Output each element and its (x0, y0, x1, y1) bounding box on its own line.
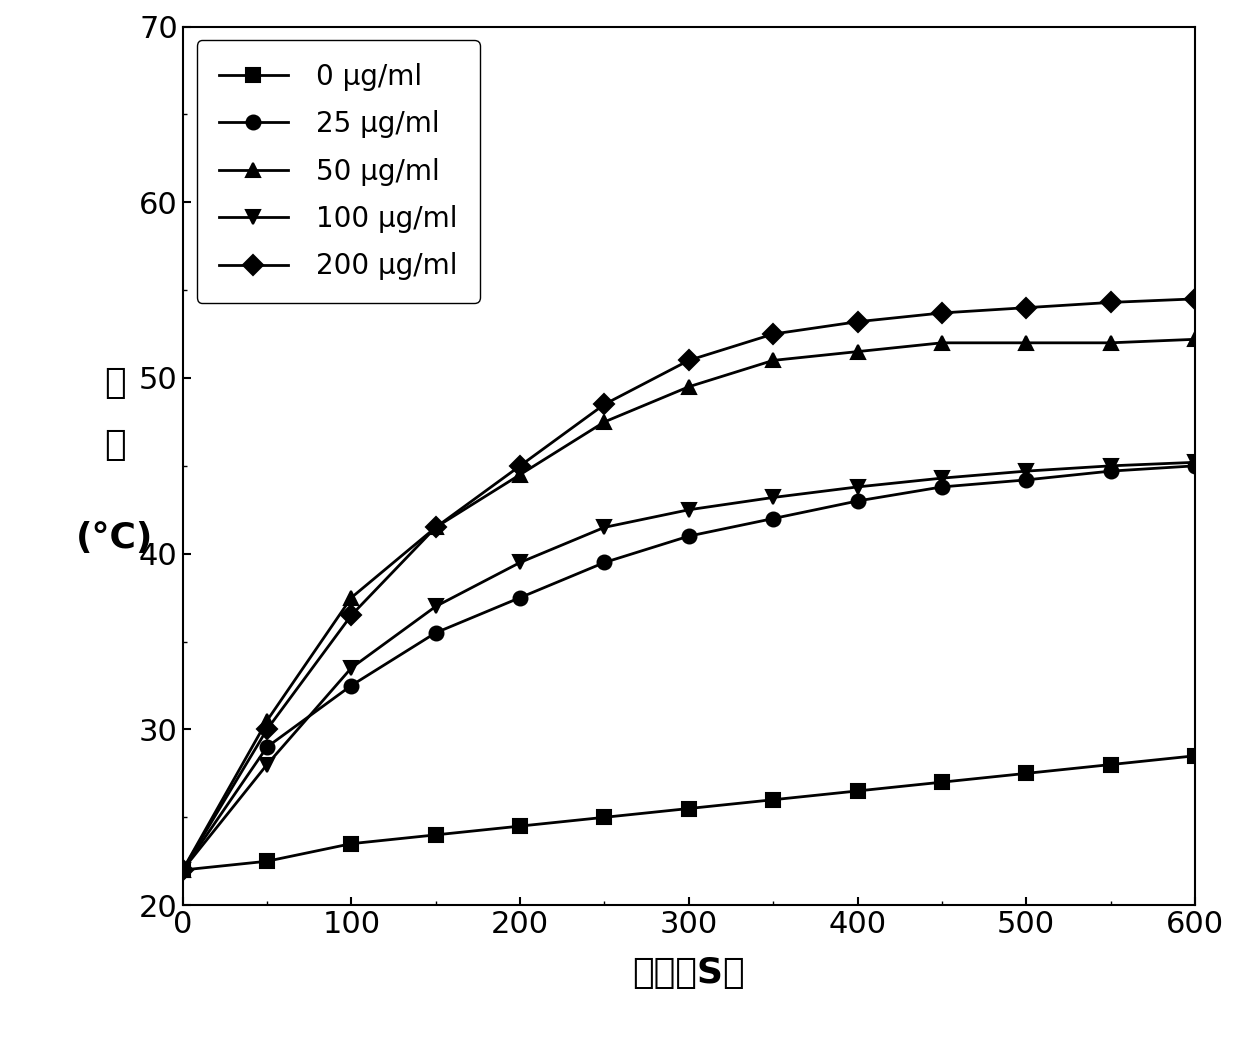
100 μg/ml (259, 758, 274, 770)
25 μg/ml (513, 591, 528, 604)
100 μg/ml (1018, 465, 1033, 477)
Text: (°C): (°C) (76, 522, 154, 556)
200 μg/ml (850, 315, 865, 328)
25 μg/ml (429, 626, 444, 639)
200 μg/ml (513, 459, 528, 472)
50 μg/ml (766, 355, 781, 367)
25 μg/ml (766, 512, 781, 525)
100 μg/ml (681, 504, 696, 516)
Line: 200 μg/ml: 200 μg/ml (176, 292, 1202, 877)
Text: 度: 度 (104, 428, 125, 463)
200 μg/ml (681, 355, 696, 367)
0 μg/ml (1018, 767, 1033, 780)
100 μg/ml (766, 492, 781, 504)
50 μg/ml (1187, 333, 1202, 345)
50 μg/ml (513, 469, 528, 481)
0 μg/ml (1103, 758, 1118, 770)
50 μg/ml (344, 591, 359, 604)
200 μg/ml (344, 609, 359, 621)
100 μg/ml (344, 662, 359, 674)
0 μg/ml (513, 820, 528, 833)
50 μg/ml (1018, 337, 1033, 349)
100 μg/ml (513, 556, 528, 568)
0 μg/ml (597, 811, 612, 823)
50 μg/ml (175, 864, 190, 876)
25 μg/ml (1187, 459, 1202, 472)
100 μg/ml (1187, 456, 1202, 469)
0 μg/ml (766, 793, 781, 806)
200 μg/ml (597, 398, 612, 411)
50 μg/ml (850, 345, 865, 358)
25 μg/ml (1018, 474, 1033, 486)
0 μg/ml (850, 785, 865, 797)
25 μg/ml (259, 740, 274, 753)
50 μg/ml (934, 337, 949, 349)
25 μg/ml (344, 679, 359, 692)
100 μg/ml (1103, 459, 1118, 472)
50 μg/ml (429, 522, 444, 534)
25 μg/ml (1103, 465, 1118, 477)
0 μg/ml (175, 864, 190, 876)
Legend: 0 μg/ml, 25 μg/ml, 50 μg/ml, 100 μg/ml, 200 μg/ml: 0 μg/ml, 25 μg/ml, 50 μg/ml, 100 μg/ml, … (197, 40, 479, 303)
25 μg/ml (681, 530, 696, 542)
200 μg/ml (1187, 292, 1202, 305)
50 μg/ml (1103, 337, 1118, 349)
Text: 时间（S）: 时间（S） (632, 955, 745, 989)
25 μg/ml (850, 495, 865, 507)
0 μg/ml (344, 838, 359, 850)
Line: 25 μg/ml: 25 μg/ml (176, 459, 1202, 877)
50 μg/ml (259, 714, 274, 727)
200 μg/ml (429, 522, 444, 534)
25 μg/ml (597, 556, 612, 568)
100 μg/ml (175, 864, 190, 876)
50 μg/ml (681, 381, 696, 393)
0 μg/ml (259, 856, 274, 868)
100 μg/ml (429, 600, 444, 613)
200 μg/ml (175, 864, 190, 876)
0 μg/ml (429, 829, 444, 841)
200 μg/ml (766, 328, 781, 340)
200 μg/ml (259, 723, 274, 735)
Line: 50 μg/ml: 50 μg/ml (176, 333, 1202, 877)
Line: 100 μg/ml: 100 μg/ml (176, 455, 1202, 877)
25 μg/ml (934, 481, 949, 494)
50 μg/ml (597, 416, 612, 428)
Line: 0 μg/ml: 0 μg/ml (176, 749, 1202, 877)
0 μg/ml (681, 803, 696, 815)
200 μg/ml (934, 307, 949, 319)
100 μg/ml (597, 522, 612, 534)
25 μg/ml (175, 864, 190, 876)
0 μg/ml (934, 776, 949, 788)
100 μg/ml (934, 472, 949, 484)
200 μg/ml (1103, 297, 1118, 309)
0 μg/ml (1187, 750, 1202, 762)
100 μg/ml (850, 481, 865, 494)
200 μg/ml (1018, 302, 1033, 314)
Text: 温: 温 (104, 366, 125, 400)
